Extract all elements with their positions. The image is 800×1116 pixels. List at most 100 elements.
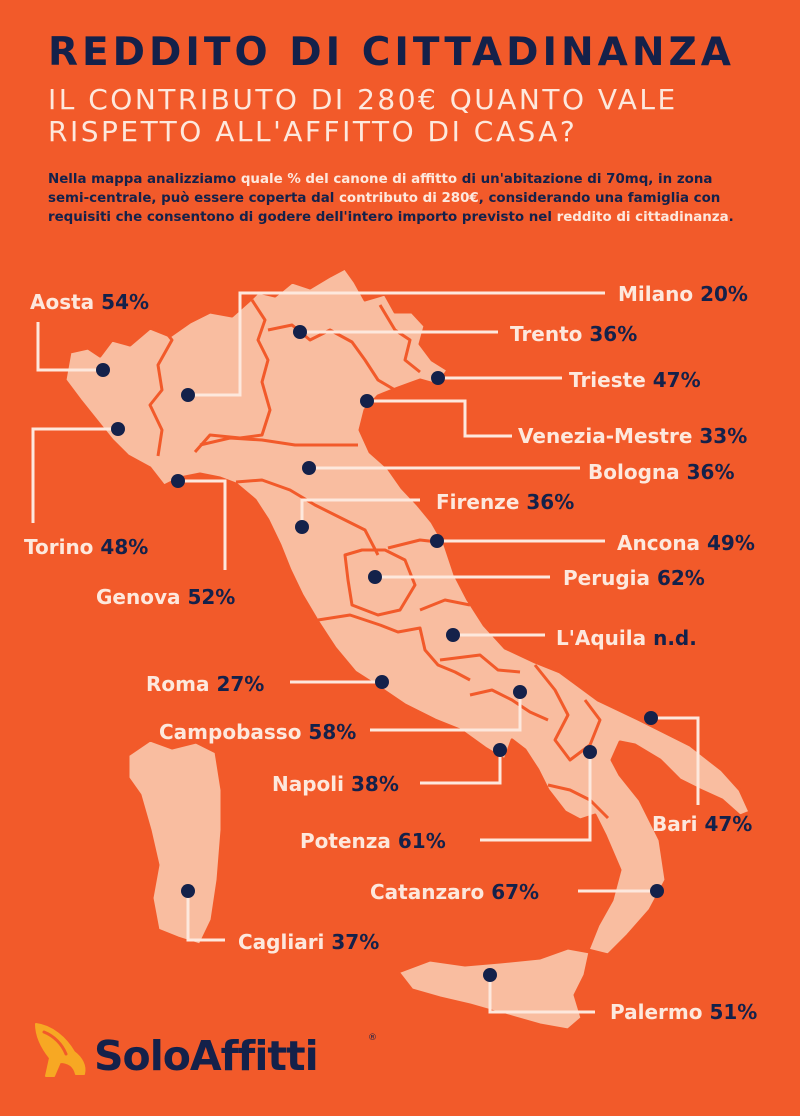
city-label-catanzaro: Catanzaro 67% [370,880,539,904]
city-value: n.d. [653,626,697,650]
city-value: 36% [686,460,735,484]
city-label-palermo: Palermo 51% [610,1000,757,1024]
city-value: 49% [707,531,755,555]
sardinia [126,738,224,947]
city-label-laquila: L'Aquila n.d. [556,626,697,650]
city-label-torino: Torino 48% [24,535,148,559]
city-value: 47% [652,368,701,392]
page-title: REDDITO DI CITTADINANZA [48,30,735,75]
city-name: Catanzaro [370,880,485,904]
city-value: 62% [656,566,705,590]
city-name: Venezia-Mestre [518,424,693,448]
city-name: Bari [652,812,698,836]
city-label-cagliari: Cagliari 37% [238,930,379,954]
city-value: 47% [704,812,753,836]
city-value: 27% [216,672,265,696]
marker-cagliari [181,884,195,898]
subtitle-line-1: IL CONTRIBUTO DI 280€ QUANTO VALE [48,83,678,116]
city-name: Roma [146,672,210,696]
city-name: Trento [510,322,583,346]
marker-venezia-mestre [360,394,374,408]
city-label-napoli: Napoli 38% [272,772,399,796]
marker-perugia [368,570,382,584]
city-value: 61% [397,829,446,853]
city-name: Trieste [569,368,646,392]
city-label-campobasso: Campobasso 58% [159,720,356,744]
city-value: 54% [101,290,150,314]
city-value: 48% [100,535,149,559]
city-label-venezia-mestre: Venezia-Mestre 33% [518,424,747,448]
region-borders [148,299,610,820]
intro-highlight-3: reddito di cittadinanza [556,210,729,225]
city-label-ancona: Ancona 49% [617,531,755,555]
city-value: 52% [187,585,236,609]
city-name: Genova [96,585,181,609]
city-name: L'Aquila [556,626,647,650]
city-name: Firenze [436,490,520,514]
leader-lines [31,291,700,1014]
city-name: Bologna [588,460,680,484]
city-label-potenza: Potenza 61% [300,829,446,853]
marker-aosta [96,363,110,377]
rabbit-icon [35,1023,86,1077]
intro-highlight-2: contributo di 280€ [338,191,479,206]
subtitle-line-2: RISPETTO ALL'AFFITTO DI CASA? [48,115,578,148]
marker-genova [171,474,185,488]
marker-bologna [302,461,316,475]
logo-wordmark: SoloAffitti [94,1032,319,1080]
marker-laquila [446,628,460,642]
city-label-bologna: Bologna 36% [588,460,734,484]
intro-part-2: di un'abitazione di 70mq, in zona semi-c… [48,172,713,206]
marker-potenza [583,745,597,759]
registered-mark: ® [368,1033,377,1043]
city-value: 58% [308,720,357,744]
city-value: 38% [350,772,399,796]
intro-part-4: . [728,210,734,225]
marker-campobasso [513,685,527,699]
city-label-trento: Trento 36% [510,322,637,346]
marker-catanzaro [650,884,664,898]
marker-bari [644,711,658,725]
marker-milano [181,388,195,402]
city-name: Milano [618,282,694,306]
marker-trento [293,325,307,339]
city-name: Aosta [30,290,95,314]
city-name: Ancona [617,531,701,555]
city-value: 36% [589,322,638,346]
marker-trieste [431,371,445,385]
city-label-roma: Roma 27% [146,672,264,696]
city-name: Torino [24,535,94,559]
city-label-milano: Milano 20% [618,282,748,306]
sicily [396,946,592,1032]
marker-napoli [493,743,507,757]
city-value: 33% [699,424,748,448]
intro-text: Nella mappa analizziamo quale % del cano… [48,170,748,227]
city-value: 36% [526,490,575,514]
city-value: 20% [700,282,748,306]
city-markers [96,325,664,982]
city-label-genova: Genova 52% [96,585,235,609]
marker-palermo [483,968,497,982]
city-value: 51% [709,1000,758,1024]
city-label-aosta: Aosta 54% [30,290,149,314]
city-value: 67% [491,880,540,904]
city-label-perugia: Perugia 62% [563,566,705,590]
intro-part-3: , considerando una famiglia con requisit… [48,191,721,225]
city-value: 37% [331,930,380,954]
city-name: Cagliari [238,930,325,954]
city-name: Napoli [272,772,345,796]
city-name: Perugia [563,566,650,590]
marker-ancona [430,534,444,548]
city-name: Potenza [300,829,391,853]
marker-roma [375,675,389,689]
intro-part-1: Nella mappa analizziamo [48,172,241,187]
marker-firenze [295,520,309,534]
city-label-firenze: Firenze 36% [436,490,574,514]
intro-highlight-1: quale % del canone di affitto [240,172,458,187]
city-name: Campobasso [159,720,302,744]
city-name: Palermo [610,1000,703,1024]
city-label-trieste: Trieste 47% [569,368,701,392]
page-subtitle: IL CONTRIBUTO DI 280€ QUANTO VALE RISPET… [48,84,678,148]
marker-torino [111,422,125,436]
